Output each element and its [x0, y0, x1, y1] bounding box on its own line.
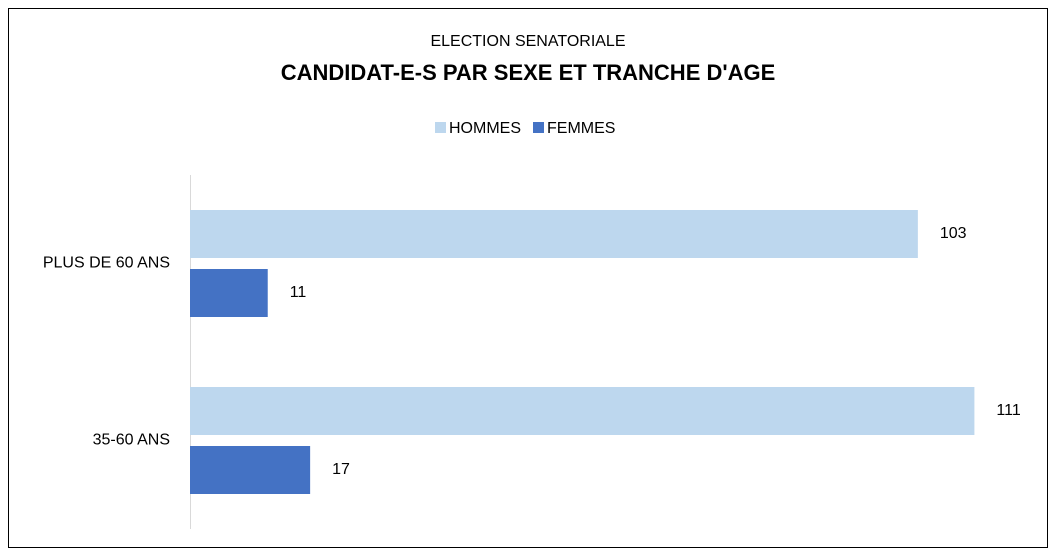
legend-label: HOMMES [449, 120, 521, 137]
y-tick-label: PLUS DE 60 ANS [43, 255, 170, 272]
legend-swatch [533, 122, 544, 133]
legend-swatch [435, 122, 446, 133]
bar [190, 210, 918, 258]
bar [190, 387, 975, 435]
data-label: 103 [940, 225, 967, 242]
data-label: 11 [290, 284, 307, 301]
bar [190, 269, 268, 317]
data-label: 111 [996, 402, 1020, 419]
bar [190, 446, 311, 494]
data-label: 17 [332, 461, 350, 478]
chart-frame [8, 8, 1048, 548]
chart-title: CANDIDAT-E-S PAR SEXE ET TRANCHE D'AGE [281, 60, 776, 85]
y-tick-label: 35-60 ANS [93, 432, 170, 449]
legend-label: FEMMES [547, 120, 615, 137]
chart-subtitle: ELECTION SENATORIALE [430, 33, 625, 50]
